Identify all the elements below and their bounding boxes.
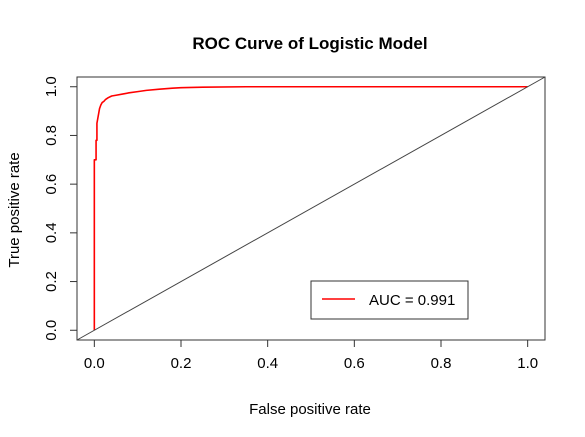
x-axis-label: False positive rate xyxy=(249,401,371,418)
x-tick-label: 1.0 xyxy=(517,355,538,372)
x-tick-label: 0.8 xyxy=(431,355,452,372)
y-tick-label: 0.2 xyxy=(43,271,60,292)
y-tick-label: 0.6 xyxy=(43,174,60,195)
y-tick-label: 1.0 xyxy=(43,76,60,97)
legend-label-roc: AUC = 0.991 xyxy=(369,292,455,309)
legend: AUC = 0.991 xyxy=(311,281,468,319)
x-tick-label: 0.6 xyxy=(344,355,365,372)
y-tick-label: 0.4 xyxy=(43,222,60,243)
chart-title: ROC Curve of Logistic Model xyxy=(192,34,427,53)
x-tick-label: 0.2 xyxy=(171,355,192,372)
y-tick-label: 0.8 xyxy=(43,125,60,146)
y-axis-label: True positive rate xyxy=(6,152,23,267)
x-tick-label: 0.0 xyxy=(84,355,105,372)
y-tick-label: 0.0 xyxy=(43,320,60,341)
x-tick-label: 0.4 xyxy=(257,355,278,372)
